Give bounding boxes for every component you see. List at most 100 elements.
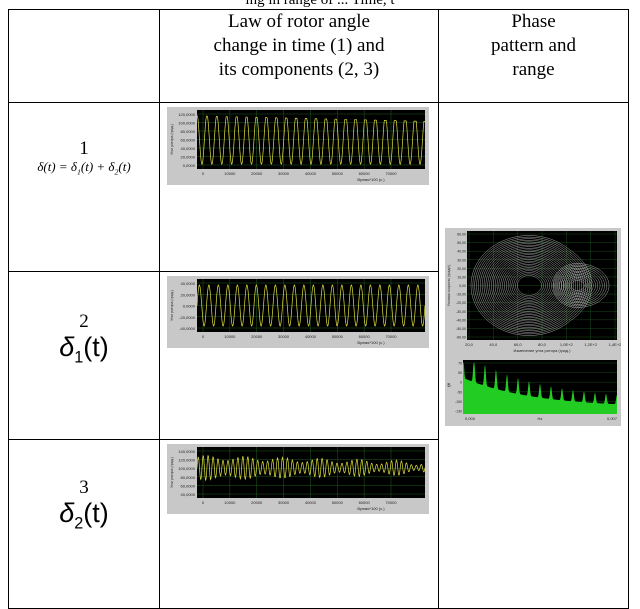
component-1-plot: 40,0000 20,0000 0,0000 -20,0000 -40,0000 0 100… bbox=[167, 276, 429, 348]
y-tick-label: -40,00 bbox=[456, 318, 466, 322]
y-tick-label: 70 bbox=[458, 362, 462, 366]
y-tick-label: -50 bbox=[457, 390, 462, 394]
phase-portrait-plot: 60,00 50,00 40,00 30,00 20,00 10,00 0,00 -10,00… bbox=[445, 228, 621, 358]
x-tick-label: 0,007 bbox=[607, 416, 618, 421]
x-tick-label: 20000 bbox=[251, 171, 263, 176]
series-line bbox=[196, 115, 426, 165]
y-axis-label: Б bbox=[447, 383, 451, 389]
x-tick-label: 50000 bbox=[332, 171, 344, 176]
y-tick-label: 100,0000 bbox=[178, 466, 195, 471]
phase-trajectory bbox=[513, 272, 546, 299]
y-tick-label: 50,00 bbox=[457, 241, 466, 245]
header-law-line-1: Law of rotor angle bbox=[228, 11, 370, 32]
y-tick-label: -40,0000 bbox=[179, 326, 196, 331]
x-axis-label: Время*100 (с.) bbox=[357, 340, 385, 345]
row-1-label-cell: 1 δ(t) = δ1(t) + δ2(t) bbox=[8, 102, 160, 272]
phase-trajectory bbox=[515, 273, 544, 298]
phase-trajectory bbox=[474, 238, 588, 333]
x-tick-label: 0 bbox=[202, 334, 205, 339]
y-tick-label: 0,00 bbox=[459, 284, 466, 288]
x-tick-label: 20,0 bbox=[465, 342, 474, 347]
phase-trajectory bbox=[559, 269, 601, 302]
phase-trajectory bbox=[470, 235, 592, 336]
row-1-formula: δ(t) = δ1(t) + δ2(t) bbox=[37, 159, 131, 177]
phase-trajectory bbox=[509, 268, 550, 303]
y-axis-label: Угол ротора (град.) bbox=[170, 290, 174, 321]
x-tick-label: 30000 bbox=[278, 500, 290, 505]
y-tick-label: -20,00 bbox=[456, 301, 466, 305]
x-tick-label: 70000 bbox=[385, 334, 397, 339]
component-2-plot: 140,0000 120,0000 100,0000 80,0000 60,0000 40… bbox=[167, 444, 429, 514]
x-axis-label: Изменение угла ротора (град.) bbox=[514, 348, 572, 353]
series-line bbox=[196, 454, 426, 482]
y-tick-label: 0,0000 bbox=[183, 304, 196, 309]
plot-area bbox=[197, 447, 425, 498]
x-axis-label: Время*100 (с.) bbox=[357, 177, 385, 182]
x-tick-label: 40,0 bbox=[489, 342, 498, 347]
row-2-plot-cell: 40,0000 20,0000 0,0000 -20,0000 -40,0000 0 100… bbox=[159, 271, 439, 440]
x-tick-label: 40000 bbox=[305, 334, 317, 339]
phase-trajectory bbox=[552, 263, 610, 308]
row-3-label-cell: 3 δ2(t) bbox=[8, 439, 160, 609]
x-tick-label: 60000 bbox=[359, 334, 371, 339]
phase-trajectory bbox=[500, 260, 560, 311]
y-tick-label: 140,0000 bbox=[178, 449, 195, 454]
x-tick-label: 0 bbox=[202, 500, 205, 505]
phase-trajectory bbox=[511, 270, 548, 301]
y-tick-label: 0 bbox=[460, 381, 462, 385]
y-tick-label: 100,0000 bbox=[178, 121, 195, 126]
x-tick-label: 30000 bbox=[278, 334, 290, 339]
x-tick-label: 20000 bbox=[251, 500, 263, 505]
header-phase-line-3: range bbox=[512, 59, 555, 80]
phase-trajectory bbox=[491, 252, 570, 319]
phase-trajectory bbox=[507, 267, 552, 304]
row-2-number: 2 bbox=[79, 311, 89, 332]
cut-caption: ing in range of ... Time, t bbox=[245, 0, 395, 8]
y-tick-label: 20,0000 bbox=[181, 155, 196, 160]
phase-trajectory bbox=[489, 251, 572, 320]
row-3-number: 3 bbox=[79, 477, 89, 498]
y-tick-label: 30,00 bbox=[457, 258, 466, 262]
y-tick-label: -20,0000 bbox=[179, 315, 196, 320]
y-tick-label: -50,00 bbox=[456, 327, 466, 331]
y-tick-label: 50 bbox=[458, 371, 462, 375]
phase-trajectory bbox=[498, 259, 562, 312]
phase-trajectory bbox=[571, 280, 585, 291]
header-phase-line-1: Phase bbox=[511, 11, 556, 32]
x-tick-label: 80,0 bbox=[538, 342, 547, 347]
header-phase-line-2: pattern and bbox=[491, 35, 576, 56]
phase-trajectory bbox=[569, 278, 587, 293]
phase-trajectory bbox=[504, 264, 556, 307]
x-axis-label: Время*100 (с.) bbox=[357, 506, 385, 511]
phase-trajectory bbox=[517, 275, 542, 296]
header-empty-cell bbox=[8, 9, 160, 103]
phase-trajectory bbox=[481, 244, 580, 327]
phase-range-cell: 60,00 50,00 40,00 30,00 20,00 10,00 0,00 -10,00… bbox=[438, 102, 629, 609]
y-axis-label: Угол ротора (град.) bbox=[170, 124, 174, 155]
y-tick-label: 20,00 bbox=[457, 267, 466, 271]
phase-trajectory bbox=[556, 266, 605, 305]
y-tick-label: 80,0000 bbox=[181, 129, 196, 134]
x-tick-label: 50000 bbox=[332, 500, 344, 505]
y-tick-label: -100 bbox=[455, 400, 462, 404]
y-tick-label: 40,00 bbox=[457, 250, 466, 254]
header-law-cell: Law of rotor angle change in time (1) an… bbox=[159, 9, 439, 103]
row-3-formula: δ2(t) bbox=[59, 498, 109, 533]
header-law-line-2: change in time (1) and bbox=[213, 35, 385, 56]
x-tick-label: 20000 bbox=[251, 334, 263, 339]
y-tick-label: 60,00 bbox=[457, 233, 466, 237]
x-tick-label: 1,4E+2 bbox=[609, 342, 621, 347]
y-tick-label: -30,00 bbox=[456, 310, 466, 314]
phase-trajectory bbox=[487, 249, 574, 322]
y-tick-label: -130 bbox=[455, 410, 462, 414]
phase-trajectory bbox=[554, 264, 607, 307]
x-tick-label: 0 bbox=[202, 171, 205, 176]
x-tick-label: 10000 bbox=[224, 334, 236, 339]
phase-trajectory bbox=[557, 267, 603, 304]
x-tick-label: 60000 bbox=[359, 500, 371, 505]
x-tick-label: 1,2E+2 bbox=[584, 342, 598, 347]
header-law-line-3: its components (2, 3) bbox=[218, 59, 380, 80]
x-tick-label: 10000 bbox=[224, 500, 236, 505]
phase-trajectory bbox=[476, 240, 586, 331]
y-tick-label: 120,0000 bbox=[178, 458, 195, 463]
